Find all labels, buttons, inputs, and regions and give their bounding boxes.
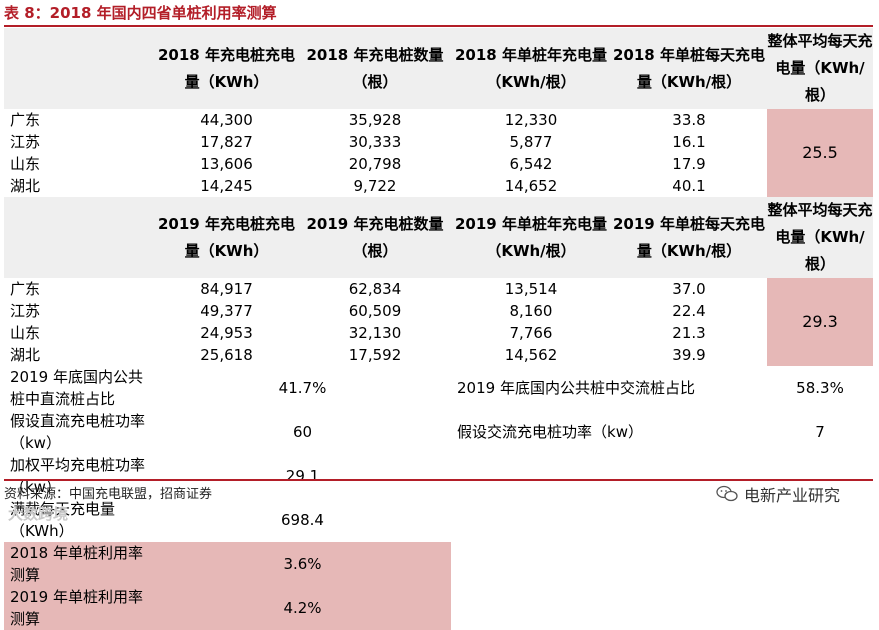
wechat-icon xyxy=(716,485,738,503)
province-cell: 山东 xyxy=(10,324,41,342)
province-cell: 湖北 xyxy=(10,177,41,195)
brand-label: 电新产业研究 xyxy=(716,482,840,506)
summary-value: 60 xyxy=(292,423,313,441)
column-header: 2019 年单桩年充电量（KWh/根） xyxy=(451,197,611,278)
daily-cell: 21.3 xyxy=(672,324,706,342)
charge-cell: 84,917 xyxy=(200,280,253,298)
summary-row: 2019 年底国内公共桩中直流桩占比 41.7% 2019 年底国内公共桩中交流桩占… xyxy=(4,366,873,410)
table-row: 广东 84,917 62,834 13,514 37.0 29.3 xyxy=(4,278,873,366)
summary-label-2 xyxy=(451,586,767,630)
daily-cell: 33.8 xyxy=(672,111,706,129)
column-header xyxy=(4,197,154,278)
daily-cell: 37.0 xyxy=(672,280,706,298)
summary-label: 加权平均充电桩功率（kw） xyxy=(10,456,146,496)
summary-label-2: 假设交流充电桩功率（kw） xyxy=(457,423,643,441)
summary-value-2: 58.3% xyxy=(796,379,844,397)
summary-value: 698.4 xyxy=(281,511,324,529)
count-cell: 17,592 xyxy=(348,346,402,364)
charge-cell: 49,377 xyxy=(200,302,253,320)
daily-cell: 17.9 xyxy=(672,155,706,173)
daily-cell: 22.4 xyxy=(672,302,706,320)
count-cell: 20,798 xyxy=(348,155,402,173)
column-header: 2019 年充电桩充电量（KWh） xyxy=(154,197,299,278)
annual-cell: 5,877 xyxy=(509,133,553,151)
column-header: 整体平均每天充电量（KWh/根） xyxy=(767,28,873,109)
summary-value: 3.6% xyxy=(154,542,451,586)
count-cell: 60,509 xyxy=(348,302,402,320)
column-header: 2018 年充电桩数量（根） xyxy=(299,28,451,109)
bottom-rule xyxy=(4,479,873,481)
summary-row: 2019 年单桩利用率测算 4.2% xyxy=(4,586,873,630)
summary-label: 2019 年底国内公共桩中直流桩占比 xyxy=(10,368,143,408)
summary-label: 2019 年单桩利用率测算 xyxy=(4,586,154,630)
summary-value: 4.2% xyxy=(154,586,451,630)
summary-row: 假设直流充电桩功率（kw） 60 假设交流充电桩功率（kw） 7 xyxy=(4,410,873,454)
summary-label: 假设直流充电桩功率（kw） xyxy=(10,412,146,452)
brand-text: 电新产业研究 xyxy=(744,486,841,505)
charge-cell: 13,606 xyxy=(200,155,253,173)
column-header: 整体平均每天充电量（KWh/根） xyxy=(767,197,873,278)
table-row: 湖北 25,618 17,592 14,562 39.9 xyxy=(4,344,873,366)
annual-cell: 14,652 xyxy=(504,177,558,195)
annual-cell: 12,330 xyxy=(504,111,558,129)
column-header xyxy=(4,28,154,109)
table-row: 江苏 49,377 60,509 8,160 22.4 xyxy=(4,300,873,322)
province-cell: 江苏 xyxy=(10,302,41,320)
table-row: 山东 13,606 20,798 6,542 17.9 xyxy=(4,153,873,175)
column-header: 2019 年充电桩数量（根） xyxy=(299,197,451,278)
annual-cell: 7,766 xyxy=(509,324,553,342)
annual-cell: 13,514 xyxy=(504,280,558,298)
summary-value-2: 7 xyxy=(815,423,825,441)
count-cell: 9,722 xyxy=(353,177,397,195)
charge-cell: 44,300 xyxy=(200,111,253,129)
column-header: 2018 年单桩年充电量（KWh/根） xyxy=(451,28,611,109)
table-row: 湖北 14,245 9,722 14,652 40.1 xyxy=(4,175,873,197)
column-header: 2018 年单桩每天充电量（KWh/根） xyxy=(611,28,767,109)
column-header: 2019 年单桩每天充电量（KWh/根） xyxy=(611,197,767,278)
table-header-row: 2019 年充电桩充电量（KWh） 2019 年充电桩数量（根） 2019 年单桩年… xyxy=(4,197,873,278)
column-header: 2018 年充电桩充电量（KWh） xyxy=(154,28,299,109)
overall-average-cell: 25.5 xyxy=(767,109,873,197)
daily-cell: 39.9 xyxy=(672,346,706,364)
province-cell: 江苏 xyxy=(10,133,41,151)
table-row: 山东 24,953 32,130 7,766 21.3 xyxy=(4,322,873,344)
summary-value-2 xyxy=(767,586,873,630)
summary-value: 41.7% xyxy=(278,379,327,397)
summary-label: 2018 年单桩利用率测算 xyxy=(4,542,154,586)
table-title: 表 8：2018 年国内四省单桩利用率测算 xyxy=(4,4,277,22)
daily-cell: 40.1 xyxy=(672,177,706,195)
summary-label-2: 2019 年底国内公共桩中交流桩占比 xyxy=(457,379,695,397)
table-header-row: 2018 年充电桩充电量（KWh） 2018 年充电桩数量（根） 2018 年单桩年… xyxy=(4,28,873,109)
annual-cell: 8,160 xyxy=(509,302,553,320)
summary-row: 2018 年单桩利用率测算 3.6% xyxy=(4,542,873,586)
watermark-text: 大数跨境 xyxy=(8,505,69,523)
annual-cell: 6,542 xyxy=(509,155,553,173)
province-cell: 广东 xyxy=(10,280,41,298)
province-cell: 湖北 xyxy=(10,346,41,364)
source-note: 资料来源：中国充电联盟，招商证券 xyxy=(4,487,213,502)
count-cell: 32,130 xyxy=(348,324,402,342)
count-cell: 30,333 xyxy=(348,133,402,151)
summary-value-2 xyxy=(767,542,873,586)
province-cell: 山东 xyxy=(10,155,41,173)
daily-cell: 16.1 xyxy=(672,133,706,151)
overall-average-cell: 29.3 xyxy=(767,278,873,366)
charge-cell: 14,245 xyxy=(200,177,253,195)
charge-cell: 24,953 xyxy=(200,324,253,342)
count-cell: 35,928 xyxy=(348,111,402,129)
table-row: 江苏 17,827 30,333 5,877 16.1 xyxy=(4,131,873,153)
charge-cell: 17,827 xyxy=(200,133,253,151)
count-cell: 62,834 xyxy=(348,280,402,298)
summary-label-2 xyxy=(451,542,767,586)
utilization-table: 2018 年充电桩充电量（KWh） 2018 年充电桩数量（根） 2018 年单桩年… xyxy=(4,28,873,630)
table-row: 广东 44,300 35,928 12,330 33.8 25.5 xyxy=(4,109,873,197)
province-cell: 广东 xyxy=(10,111,41,129)
annual-cell: 14,562 xyxy=(504,346,558,364)
title-rule xyxy=(4,25,873,27)
charge-cell: 25,618 xyxy=(200,346,253,364)
